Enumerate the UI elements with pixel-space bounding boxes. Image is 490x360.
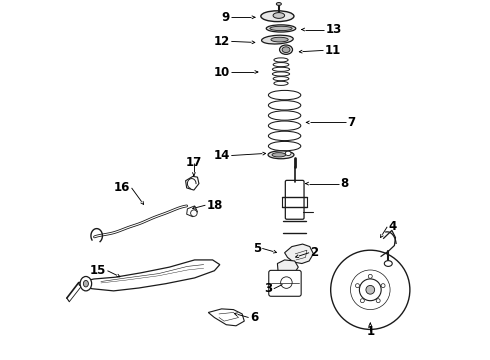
Text: 15: 15	[90, 264, 106, 277]
Ellipse shape	[280, 45, 293, 54]
Ellipse shape	[269, 111, 301, 120]
Ellipse shape	[281, 277, 292, 288]
Ellipse shape	[331, 250, 410, 329]
Text: 8: 8	[340, 177, 348, 190]
Text: 10: 10	[214, 66, 230, 78]
Ellipse shape	[282, 47, 290, 53]
Ellipse shape	[276, 3, 281, 5]
Ellipse shape	[268, 151, 294, 159]
Ellipse shape	[350, 270, 390, 310]
Ellipse shape	[381, 284, 385, 288]
Ellipse shape	[191, 210, 197, 216]
FancyBboxPatch shape	[285, 180, 304, 219]
Ellipse shape	[274, 81, 288, 85]
Text: 13: 13	[325, 23, 342, 36]
Text: 16: 16	[114, 181, 130, 194]
Ellipse shape	[355, 284, 360, 288]
Ellipse shape	[261, 11, 294, 22]
Polygon shape	[79, 260, 220, 291]
Ellipse shape	[83, 280, 88, 287]
Ellipse shape	[285, 151, 291, 156]
Ellipse shape	[80, 276, 92, 291]
Ellipse shape	[274, 58, 288, 62]
Polygon shape	[277, 260, 298, 276]
Text: 3: 3	[265, 282, 272, 295]
Ellipse shape	[271, 37, 288, 42]
Polygon shape	[186, 176, 199, 190]
Ellipse shape	[384, 261, 392, 266]
Text: 6: 6	[250, 311, 258, 324]
Text: 7: 7	[347, 116, 355, 129]
Ellipse shape	[376, 299, 380, 303]
Ellipse shape	[272, 153, 286, 157]
Ellipse shape	[273, 77, 289, 81]
Ellipse shape	[269, 131, 301, 141]
Ellipse shape	[272, 67, 290, 71]
Ellipse shape	[360, 299, 365, 303]
Text: 12: 12	[214, 35, 230, 48]
Ellipse shape	[269, 121, 301, 130]
Text: 5: 5	[253, 242, 261, 255]
Ellipse shape	[262, 35, 293, 44]
Ellipse shape	[266, 25, 296, 32]
Ellipse shape	[269, 141, 301, 151]
Text: 2: 2	[310, 246, 318, 259]
Ellipse shape	[270, 26, 292, 31]
FancyBboxPatch shape	[269, 270, 301, 296]
Ellipse shape	[359, 279, 381, 301]
Polygon shape	[285, 244, 314, 264]
Text: 14: 14	[214, 149, 230, 162]
Text: 17: 17	[186, 156, 202, 169]
Ellipse shape	[272, 72, 290, 76]
Ellipse shape	[366, 285, 375, 294]
Text: 18: 18	[207, 199, 223, 212]
Text: 1: 1	[366, 325, 374, 338]
Ellipse shape	[269, 90, 301, 100]
Text: 4: 4	[389, 220, 397, 233]
Ellipse shape	[273, 13, 285, 18]
Text: 9: 9	[222, 11, 230, 24]
Polygon shape	[187, 206, 197, 217]
Text: 11: 11	[325, 44, 341, 57]
Polygon shape	[208, 309, 245, 326]
Ellipse shape	[269, 100, 301, 110]
Ellipse shape	[273, 63, 289, 67]
Ellipse shape	[368, 274, 372, 278]
